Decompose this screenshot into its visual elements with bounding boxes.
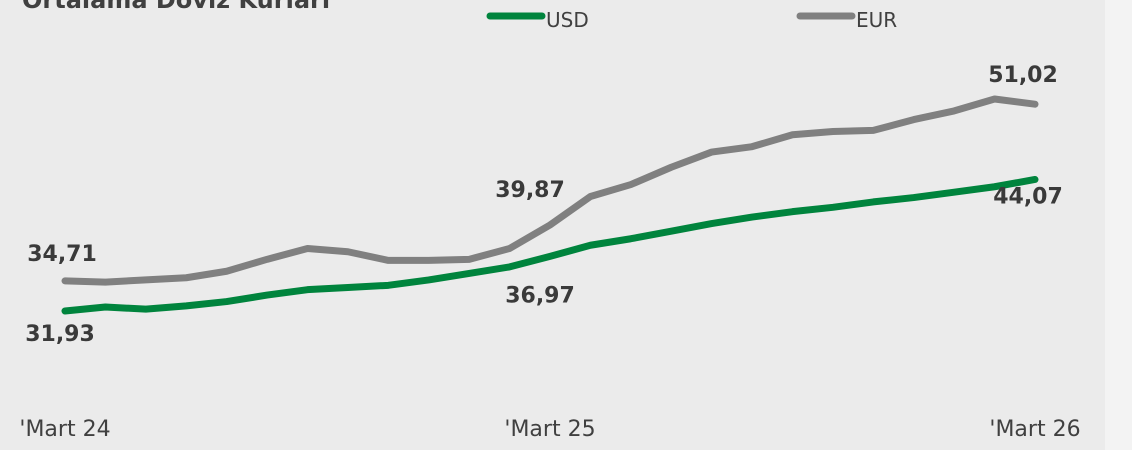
x-tick-label: 'Mart 25 [504,417,595,442]
chart-title: Ortalama Döviz Kurları [22,0,330,14]
x-tick-label: 'Mart 24 [19,417,110,442]
data-label: 51,02 [988,63,1058,88]
data-label: 44,07 [993,184,1063,209]
data-label: 34,71 [27,242,97,267]
data-label: 36,97 [505,283,575,308]
data-label: 31,93 [25,322,95,347]
data-label: 39,87 [495,178,565,203]
series-line [61,95,1039,286]
legend-label: USD [546,8,589,32]
x-tick-label: 'Mart 26 [989,417,1080,442]
series-line [61,175,1039,315]
legend-label: EUR [856,8,897,32]
